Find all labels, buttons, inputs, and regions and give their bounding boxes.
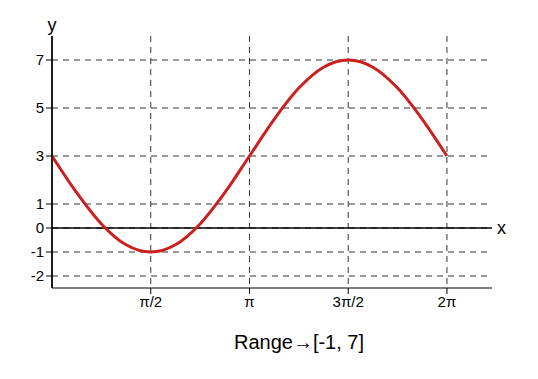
svg-text:-2: -2 — [31, 267, 44, 284]
html-text:Range→[-1, 7]: Range→[-1, 7] — [234, 331, 364, 353]
svg-text:π/2: π/2 — [139, 293, 162, 310]
svg-text:2π: 2π — [438, 293, 457, 310]
svg-text:y: y — [48, 15, 57, 35]
svg-text:3π/2: 3π/2 — [333, 293, 364, 310]
svg-text:π: π — [244, 293, 254, 310]
svg-text:7: 7 — [36, 51, 44, 68]
svg-text:3: 3 — [36, 147, 44, 164]
svg-text:-1: -1 — [31, 243, 44, 260]
svg-text:1: 1 — [36, 195, 44, 212]
svg-text:5: 5 — [36, 99, 44, 116]
svg-text:x: x — [497, 218, 506, 238]
svg-text:0: 0 — [36, 219, 44, 236]
